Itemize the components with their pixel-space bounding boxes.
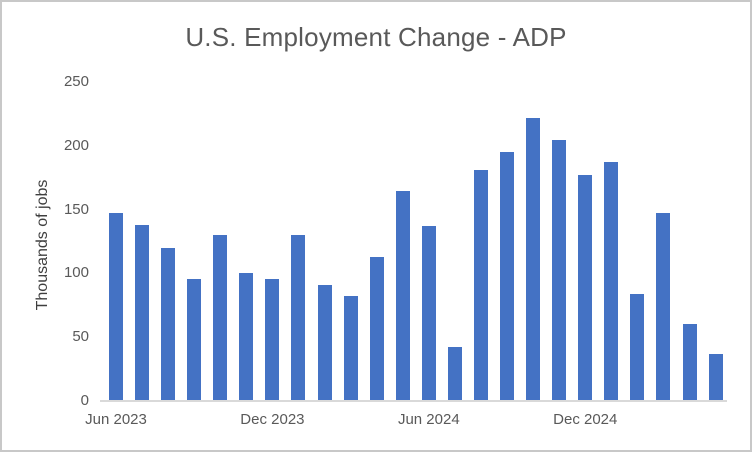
y-tick-label: 100 [63,264,89,282]
x-tick-label: Jun 2024 [397,411,460,428]
y-tick-label: 200 [63,136,89,154]
y-tick-label: 50 [72,328,89,346]
y-tick-label: 150 [63,200,89,218]
bar-apr-2025 [682,324,697,401]
y-tick-label: 250 [63,73,89,91]
bar-oct-2023 [213,235,228,401]
bar-sep-2023 [187,278,202,401]
y-axis-title: Thousands of jobs [34,179,51,311]
bar-jun-2023 [109,213,123,401]
bar-apr-2024 [369,256,384,401]
bar-may-2025 [708,353,723,401]
bar-may-2024 [395,190,410,401]
bar-mar-2024 [343,296,358,401]
x-tick-label: Dec 2024 [553,411,618,428]
y-tick-label: 0 [80,392,89,409]
bar-mar-2025 [656,213,671,401]
x-tick-label: Jun 2023 [85,411,147,428]
bar-dec-2023 [265,278,280,401]
bar-feb-2025 [630,293,645,401]
bar-feb-2024 [317,284,332,401]
bar-aug-2023 [161,247,176,401]
bar-sep-2024 [500,152,515,401]
x-axis-line [100,400,727,402]
bar-oct-2024 [526,117,541,401]
bar-jul-2023 [135,224,150,401]
bar-jul-2024 [447,347,462,401]
chart-title: U.S. Employment Change - ADP [185,22,567,52]
x-tick-label: Dec 2023 [240,411,305,428]
bar-jan-2025 [604,162,619,401]
bar-jun-2024 [421,226,436,401]
bar-nov-2024 [552,139,567,401]
bar-nov-2023 [239,273,254,401]
bar-jan-2024 [291,235,306,401]
bar-dec-2024 [578,175,593,401]
bar-aug-2024 [473,170,488,401]
